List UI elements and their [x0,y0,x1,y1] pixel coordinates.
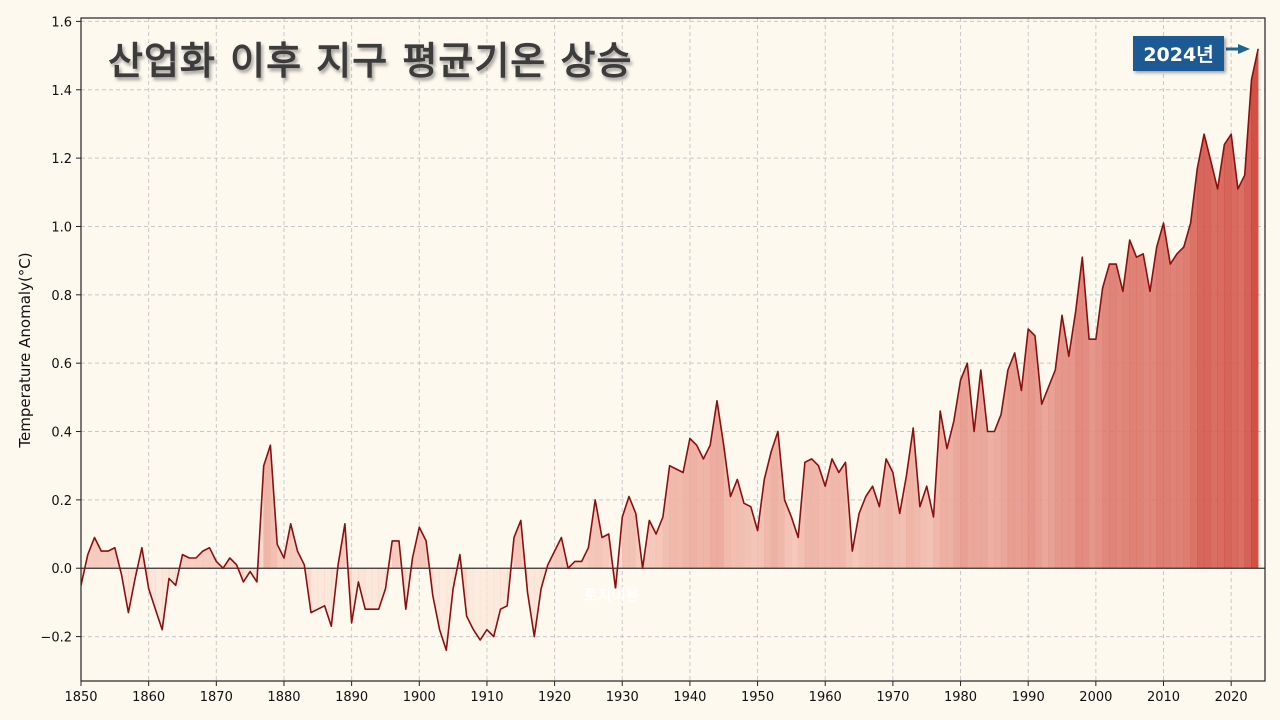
svg-text:1850: 1850 [64,690,97,705]
svg-text:1.2: 1.2 [51,152,72,167]
y-axis-label: Temperature Anomaly(°C) [16,252,34,448]
year-2024-badge: 2024년 [1133,36,1224,71]
svg-text:−0.2: −0.2 [40,631,72,646]
y-axis: −0.2 0.0 0.2 0.4 0.6 0.8 1.0 1.2 1.4 1.6 [40,15,81,646]
svg-text:1.0: 1.0 [51,220,72,235]
svg-text:0.4: 0.4 [51,426,72,441]
svg-text:1890: 1890 [335,690,368,705]
svg-text:0.0: 0.0 [51,562,72,577]
svg-text:1990: 1990 [1012,690,1045,705]
svg-text:1860: 1860 [132,690,165,705]
svg-text:2020: 2020 [1215,690,1248,705]
svg-text:1970: 1970 [876,690,909,705]
svg-text:1940: 1940 [673,690,706,705]
svg-text:0.6: 0.6 [51,357,72,372]
watermark: 토지이용 [584,586,640,604]
svg-text:1900: 1900 [403,690,436,705]
arrow-icon [1226,44,1250,54]
svg-text:1920: 1920 [538,690,571,705]
svg-text:1980: 1980 [944,690,977,705]
svg-text:2010: 2010 [1147,690,1180,705]
svg-text:1870: 1870 [200,690,233,705]
svg-text:1910: 1910 [470,690,503,705]
anomaly-line [81,48,1259,652]
x-axis: 1850 1860 1870 1880 1890 1900 1910 1920 1930 1940… [64,681,1248,705]
chart-title: 산업화 이후 지구 평균기온 상승 [108,39,633,83]
svg-text:1.4: 1.4 [51,84,72,99]
svg-text:1.6: 1.6 [51,15,72,30]
svg-text:1950: 1950 [741,690,774,705]
svg-text:1930: 1930 [606,690,639,705]
svg-text:1880: 1880 [267,690,300,705]
svg-text:1960: 1960 [809,690,842,705]
svg-text:0.2: 0.2 [51,494,72,509]
svg-text:0.8: 0.8 [51,289,72,304]
plot-frame [80,17,1266,682]
svg-text:2000: 2000 [1079,690,1112,705]
